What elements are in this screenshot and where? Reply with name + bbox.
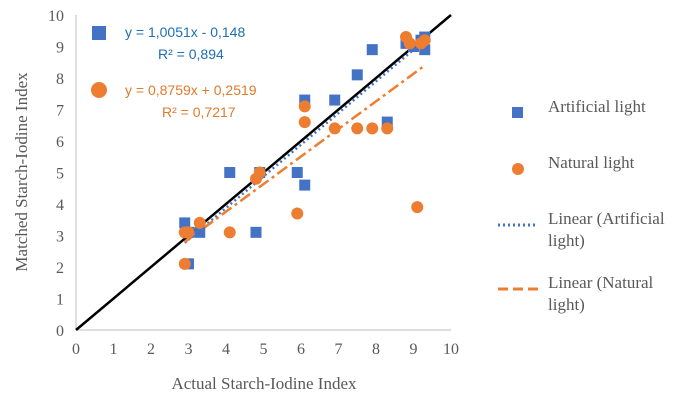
artificial-light-point — [250, 226, 262, 238]
legend-item-linear-natural: Linear (Natural light) — [498, 268, 688, 332]
natural-light-point — [223, 226, 236, 239]
dotted-line-icon — [498, 223, 538, 227]
y-tick-label: 4 — [56, 197, 64, 214]
natural-light-point — [411, 201, 424, 214]
artificial-light-point — [329, 94, 341, 106]
natural-light-point — [182, 226, 195, 239]
natural-light-point — [381, 122, 394, 135]
legend-label-linear-natural: Linear (Natural light) — [548, 273, 654, 314]
trendline-natural — [184, 64, 426, 244]
legend-label-linear-artificial: Linear (Artificial light) — [548, 209, 665, 250]
square-marker-icon — [512, 107, 523, 118]
points-group — [178, 31, 431, 270]
tick-labels: 0 1 2 3 4 5 6 7 8 9 10 0 1 2 3 4 5 6 7 8 9 10 — [48, 8, 459, 358]
orange-equation: y = 0,8759x + 0,2519 — [125, 82, 257, 98]
legend-item-natural: Natural light — [498, 148, 688, 204]
y-axis-title: Matched Starch-Iodine Index — [12, 72, 31, 272]
artificial-light-point — [366, 44, 378, 56]
natural-light-point — [178, 257, 191, 270]
dashed-line-icon — [498, 287, 538, 291]
y-tick-label: 0 — [56, 323, 64, 340]
natural-light-point — [418, 34, 431, 47]
axes — [75, 15, 451, 331]
y-tick-label: 8 — [56, 71, 64, 88]
natural-light-point — [298, 116, 311, 129]
blue-equation: y = 1,0051x - 0,148 — [125, 24, 245, 40]
legend-label-artificial: Artificial light — [548, 97, 646, 116]
y-tick-label: 3 — [56, 229, 64, 246]
x-tick-label: 6 — [297, 341, 305, 358]
artificial-light-point — [291, 167, 303, 178]
x-tick-label: 5 — [260, 341, 268, 358]
x-tick-label: 9 — [410, 341, 418, 358]
y-tick-label: 7 — [56, 103, 64, 120]
x-tick-label: 2 — [147, 341, 155, 358]
blue-r2: R² = 0,894 — [158, 46, 224, 62]
trendline-artificial — [183, 39, 426, 244]
natural-light-point — [351, 122, 364, 135]
natural-light-point — [328, 122, 341, 135]
x-tick-label: 8 — [372, 341, 380, 358]
artificial-light-point — [351, 69, 363, 81]
natural-light-point — [193, 216, 206, 229]
legend-item-linear-artificial: Linear (Artificial light) — [498, 204, 688, 268]
natural-light-point — [403, 37, 416, 50]
artificial-light-point — [381, 116, 393, 128]
natural-light-point — [366, 122, 379, 135]
circle-marker-icon — [512, 163, 524, 175]
y-tick-label: 1 — [56, 292, 64, 309]
orange-equation-marker — [91, 82, 107, 98]
artificial-light-point — [419, 44, 431, 56]
artificial-light-point — [299, 179, 311, 191]
trendlines-group — [183, 39, 426, 244]
x-tick-label: 1 — [110, 341, 118, 358]
x-tick-label: 10 — [443, 341, 459, 358]
artificial-light-point — [179, 217, 191, 229]
natural-light-point — [298, 100, 311, 113]
artificial-light-point — [194, 226, 206, 238]
x-tick-label: 7 — [335, 341, 343, 358]
x-tick-label: 0 — [72, 341, 80, 358]
y-tick-label: 9 — [56, 40, 64, 57]
artificial-light-point — [299, 94, 311, 106]
blue-equation-marker — [92, 26, 106, 40]
x-tick-label: 4 — [222, 341, 230, 358]
legend: Artificial light Natural light Linear (A… — [498, 92, 688, 332]
orange-r2: R² = 0,7217 — [162, 104, 236, 120]
natural-light-point — [253, 166, 266, 179]
y-tick-label: 10 — [48, 8, 64, 25]
y-tick-label: 2 — [56, 260, 64, 277]
x-axis-title: Actual Starch-Iodine Index — [171, 374, 357, 393]
legend-item-artificial: Artificial light — [498, 92, 688, 148]
y-tick-label: 5 — [56, 166, 64, 183]
legend-label-natural: Natural light — [548, 153, 635, 172]
artificial-light-point — [224, 167, 236, 178]
y-tick-label: 6 — [56, 134, 64, 151]
x-tick-label: 3 — [185, 341, 193, 358]
natural-light-point — [291, 207, 304, 220]
